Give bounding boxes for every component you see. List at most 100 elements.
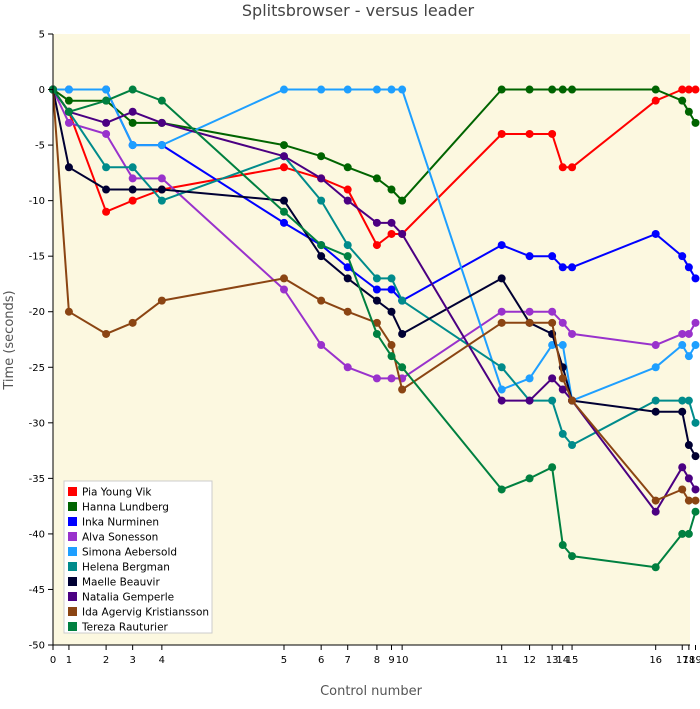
series-point (102, 96, 111, 105)
series-point (372, 296, 381, 305)
series-point (548, 85, 557, 94)
series-point (684, 263, 693, 272)
series-point (525, 252, 534, 261)
series-point (387, 218, 396, 227)
x-tick-label: 17 (676, 655, 689, 666)
series-point (497, 241, 506, 250)
legend-entry: Helena Bergman (82, 562, 170, 574)
x-tick-label: 19 (689, 655, 700, 666)
series-point (387, 285, 396, 294)
x-tick-label: 9 (388, 655, 394, 666)
x-tick-label: 0 (50, 655, 56, 666)
series-point (128, 196, 137, 205)
series-point (568, 329, 577, 338)
series-point (317, 85, 326, 94)
x-axis-label: Control number (320, 684, 423, 699)
series-point (548, 318, 557, 327)
series-point (651, 341, 660, 350)
series-point (691, 496, 700, 505)
series-point (548, 374, 557, 383)
series-point (398, 196, 407, 205)
series-point (279, 285, 288, 294)
series-point (372, 241, 381, 250)
series-point (343, 307, 352, 316)
y-tick-label: -5 (35, 141, 45, 152)
series-point (128, 85, 137, 94)
y-tick-label: -50 (29, 641, 45, 652)
x-tick-label: 8 (374, 655, 380, 666)
y-tick-label: -30 (29, 418, 45, 429)
series-point (691, 507, 700, 516)
series-line (52, 89, 696, 502)
series-point (497, 363, 506, 372)
series-point (279, 163, 288, 172)
series-point (525, 318, 534, 327)
series-point (651, 229, 660, 238)
series-point (398, 363, 407, 372)
series-point (691, 85, 700, 94)
x-tick-label: 12 (523, 655, 536, 666)
y-tick-label: 0 (39, 85, 45, 96)
series-point (558, 429, 567, 438)
series-point (678, 252, 687, 261)
series-point (398, 296, 407, 305)
legend: Pia Young Vik Hanna Lundberg Inka Nurminen… (63, 480, 213, 634)
series-point (279, 141, 288, 150)
series-point (691, 118, 700, 127)
series-point (525, 129, 534, 138)
series-point (558, 163, 567, 172)
series-point (497, 385, 506, 394)
series-point (548, 396, 557, 405)
series-point (525, 307, 534, 316)
series-line (52, 89, 697, 380)
series-point (691, 485, 700, 494)
series-point (568, 441, 577, 450)
series-point (651, 363, 660, 372)
series-point (128, 141, 137, 150)
series-point (568, 85, 577, 94)
series-point (279, 274, 288, 283)
series-point (102, 118, 111, 127)
series-line (52, 88, 697, 446)
series-point (387, 307, 396, 316)
series-point (64, 96, 73, 105)
series-point (678, 329, 687, 338)
series-point (568, 163, 577, 172)
legend-swatch (68, 547, 77, 556)
series-point (691, 452, 700, 461)
series-point (387, 352, 396, 361)
series-point (372, 85, 381, 94)
series-point (157, 141, 166, 150)
series-point (317, 341, 326, 350)
series-point (678, 396, 687, 405)
series-point (317, 296, 326, 305)
legend-entry: Tereza Rauturier (81, 622, 169, 634)
legend-swatch (68, 607, 77, 616)
series-point (343, 263, 352, 272)
series-point (157, 296, 166, 305)
legend-entry: Ida Agervig Kristiansson (82, 607, 209, 619)
series-point (691, 418, 700, 427)
legend-swatch (68, 577, 77, 586)
series-point (343, 185, 352, 194)
series-point (398, 229, 407, 238)
series-point (678, 407, 687, 416)
series-point (387, 229, 396, 238)
series-point (678, 85, 687, 94)
series-point (497, 85, 506, 94)
series-point (387, 85, 396, 94)
series-point (651, 396, 660, 405)
x-tick-label: 18 (683, 655, 696, 666)
legend-entry: Pia Young Vik (82, 487, 152, 499)
series-point (497, 396, 506, 405)
series-point (558, 263, 567, 272)
series-point (279, 218, 288, 227)
series-point (525, 374, 534, 383)
series-point (317, 196, 326, 205)
series-point (398, 385, 407, 394)
series-point (497, 318, 506, 327)
x-tick-label: 4 (159, 655, 165, 666)
series-point (157, 96, 166, 105)
x-tick-label: 2 (103, 655, 109, 666)
series-point (684, 396, 693, 405)
